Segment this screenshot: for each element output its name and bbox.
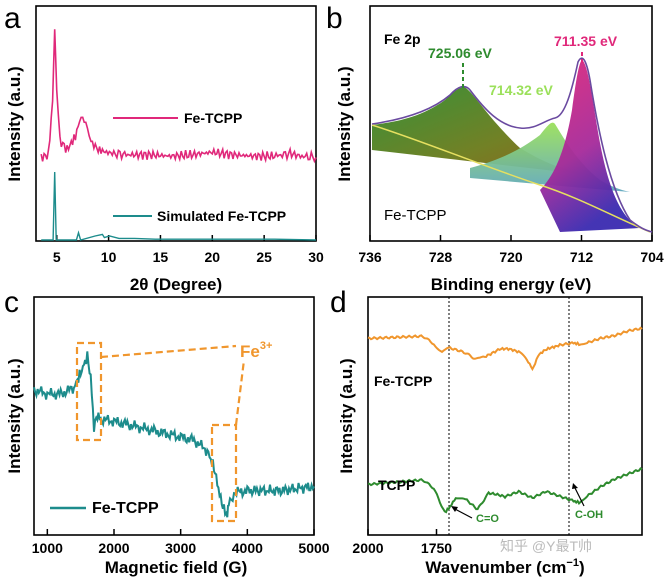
plot-c-series-fe-tcpp	[33, 351, 315, 518]
plot-d-arrowhead-co	[451, 506, 458, 512]
plot-d-series-tcpp	[367, 467, 643, 514]
panel-a-letter: a	[4, 2, 21, 35]
panel-b: b 736 728 720 712 704 Binding energy (eV) In…	[326, 2, 664, 294]
plot-a-xtick-label: 30	[308, 249, 324, 265]
plot-c-box-1	[75, 341, 103, 442]
plot-b-xtick-label: 720	[499, 249, 523, 265]
plot-a-xtick-label: 10	[101, 249, 117, 265]
plot-c-legend-label: Fe-TCPP	[92, 500, 159, 517]
plot-c-xlabel: Magnetic field (G)	[105, 558, 248, 577]
watermark: 知乎 @Y最T帅	[500, 538, 592, 554]
plot-a-series	[40, 29, 317, 241]
plot-c-fe-label: Fe3+	[240, 340, 272, 361]
plot-b-envelope	[371, 57, 653, 233]
plot-b-sample-label: Fe-TCPP	[384, 207, 447, 224]
plot-b-x-ticks: 736 728 720 712 704	[358, 235, 664, 265]
plot-a-xtick-label: 5	[53, 249, 61, 265]
plot-a-series-fe-tcpp	[40, 29, 317, 164]
plot-a-xtick-label: 15	[153, 249, 169, 265]
plot-b-label-711: 711.35 eV	[554, 33, 618, 49]
plot-a-xtick-label: 25	[256, 249, 272, 265]
plot-b-ylabel: Intensity (a.u.)	[335, 66, 354, 181]
plot-d-x-ticks: 2000 1750	[352, 529, 452, 556]
plot-d-label-tcpp: TCPP	[378, 477, 415, 493]
panel-b-letter: b	[326, 2, 343, 35]
plot-b-xlabel: Binding energy (eV)	[431, 275, 592, 294]
plot-b-xtick-label: 728	[429, 249, 453, 265]
plot-c-connector-1	[100, 344, 237, 359]
plot-d-xtick-label: 1750	[421, 540, 452, 556]
plot-b-xtick-label: 704	[640, 249, 664, 265]
plot-d-series-fe-tcpp	[367, 326, 643, 372]
plot-a-legend-label-1: Fe-TCPP	[184, 110, 242, 126]
panel-c-letter: c	[4, 286, 19, 319]
plot-d-arrow-coh	[573, 485, 585, 507]
plot-c-box-2	[210, 423, 238, 523]
plot-b-peak-711	[540, 60, 640, 232]
plot-c-frame	[33, 296, 315, 536]
plot-d-arrowhead-coh	[572, 483, 578, 489]
plot-d-xlabel: Wavenumber (cm−1)	[425, 557, 584, 577]
plot-d-label-fe-tcpp: Fe-TCPP	[374, 373, 432, 389]
plot-a-ylabel: Intensity (a.u.)	[5, 66, 24, 181]
plot-b-xtick-label: 736	[358, 249, 382, 265]
plot-b-title: Fe 2p	[384, 31, 421, 47]
plot-c-xtick-label: 5000	[298, 540, 329, 556]
panel-c: c 1000 2000 3000 4000 5000 Magnetic field (G…	[4, 286, 330, 577]
plot-c-xtick-label: 4000	[232, 540, 263, 556]
plot-d-series	[367, 326, 643, 514]
plot-a-legend-label-2: Simulated Fe-TCPP	[157, 208, 286, 224]
plot-c-xtick-label: 3000	[165, 540, 196, 556]
panel-a: a 5 10 15 20 25 30 2θ (Degree) Intensity (a.u…	[4, 2, 324, 294]
plot-c-xtick-label: 1000	[32, 540, 63, 556]
plot-a-xlabel: 2θ (Degree)	[130, 275, 222, 294]
plot-a-xtick-label: 20	[205, 249, 221, 265]
plot-a-series-simulated	[41, 171, 317, 241]
plot-a-frame	[35, 5, 317, 242]
plot-c-connector-2	[234, 359, 246, 426]
plot-d-marker-coh: C-OH	[575, 509, 603, 521]
plot-b-xtick-label: 712	[570, 249, 594, 265]
plot-c-x-ticks: 1000 2000 3000 4000 5000	[32, 529, 330, 556]
plot-b-baseline	[371, 124, 651, 233]
plot-b-peak-725	[372, 87, 590, 175]
panel-d: d 2000 1750 Wavenumber (cm−1) Intensity (…	[330, 286, 643, 577]
panel-d-letter: d	[330, 286, 347, 319]
plot-d-ylabel: Intensity (a.u.)	[337, 358, 356, 473]
plot-a-x-ticks: 5 10 15 20 25 30	[53, 235, 324, 265]
plot-c-ylabel: Intensity (a.u.)	[5, 358, 24, 473]
plot-d-marker-co: C=O	[476, 513, 499, 525]
plot-c-series	[33, 351, 315, 518]
plot-c-xtick-label: 2000	[98, 540, 129, 556]
plot-b-label-714: 714.32 eV	[489, 82, 553, 98]
plot-d-frame	[367, 296, 643, 536]
plot-d-xtick-label: 2000	[352, 540, 383, 556]
plot-b-label-725: 725.06 eV	[428, 45, 492, 61]
